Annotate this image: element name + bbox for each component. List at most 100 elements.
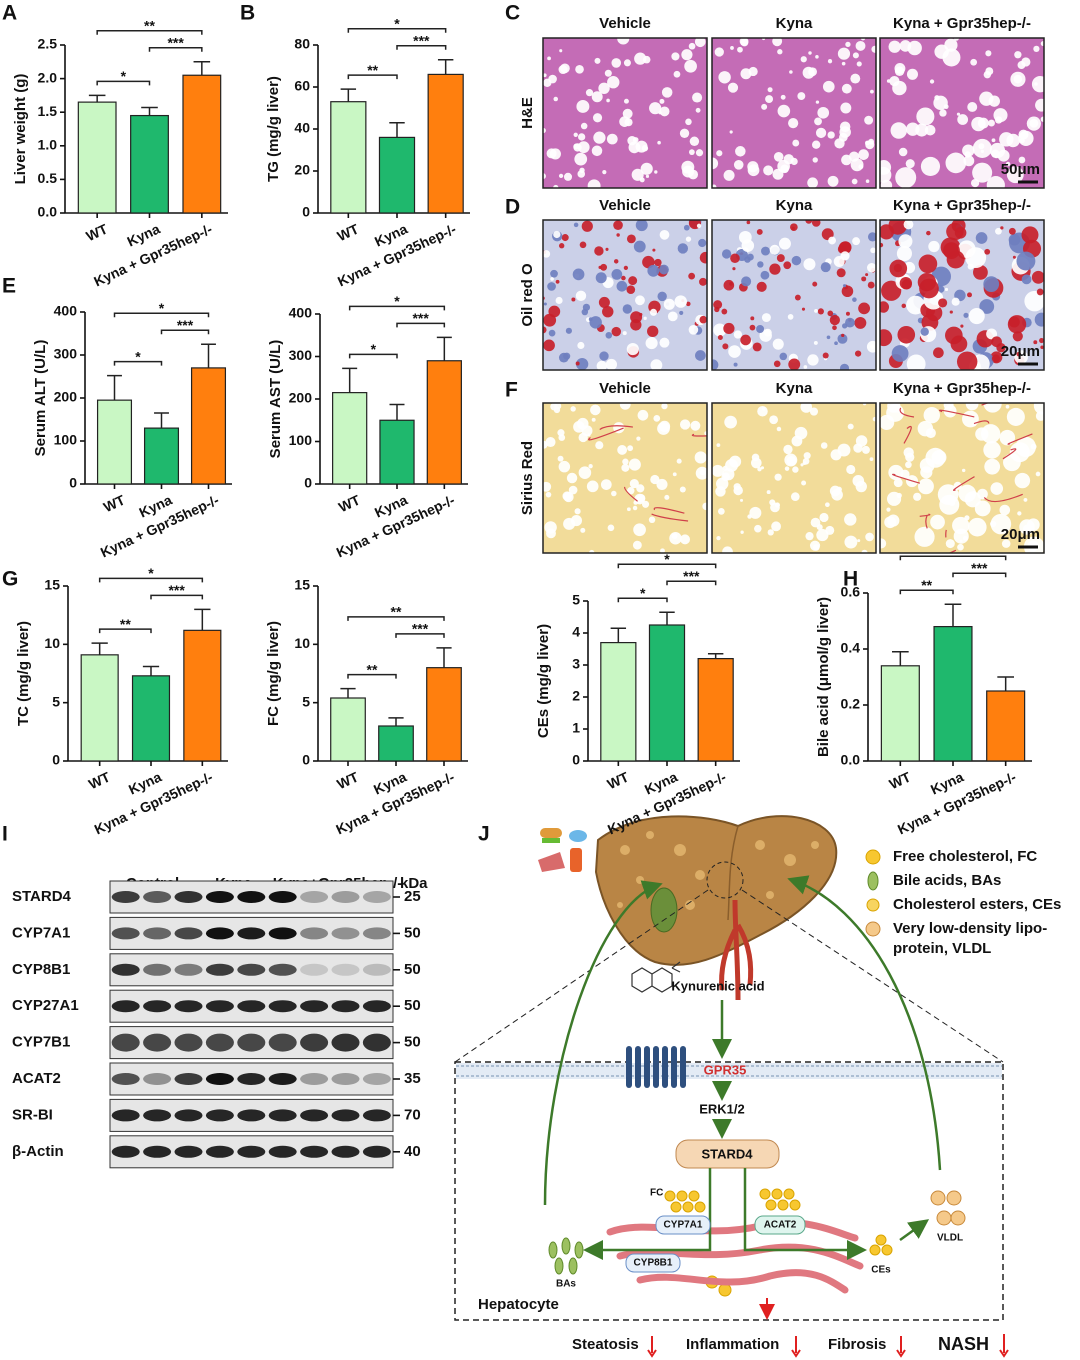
error-bar (388, 717, 404, 726)
tissue-feature (920, 156, 941, 177)
tissue-feature (769, 415, 779, 425)
tissue-feature (647, 264, 660, 277)
tissue-feature (1033, 340, 1038, 345)
group-header: Vehicle (599, 197, 651, 214)
protein-label: CYP7A1 (12, 924, 70, 941)
tissue-feature (712, 157, 719, 170)
tissue-feature (640, 162, 653, 175)
y-tick-label: 1.5 (38, 103, 58, 119)
tissue-feature (692, 92, 703, 103)
stain-label: Sirius Red (519, 441, 536, 515)
tissue-feature (563, 172, 573, 181)
y-tick-label: 2.5 (38, 36, 58, 52)
tissue-feature (744, 256, 751, 263)
band (300, 1073, 329, 1085)
tissue-feature (725, 459, 738, 472)
tissue-feature (871, 45, 876, 53)
tissue-feature (866, 262, 876, 273)
significance-bracket (96, 80, 151, 86)
food-icon (569, 830, 587, 842)
tissue-feature (685, 236, 692, 242)
tissue-feature (1007, 315, 1027, 334)
tissue-feature (980, 149, 985, 153)
collagen-fiber (952, 476, 975, 491)
tissue-feature (624, 118, 633, 127)
protein-label: SR-BI (12, 1106, 53, 1123)
tissue-feature (794, 294, 801, 301)
tissue-feature (723, 169, 735, 181)
tissue-feature (811, 220, 821, 227)
tissue-feature (630, 319, 642, 331)
tissue-feature (733, 330, 743, 339)
tissue-feature (825, 525, 835, 535)
product-label: VLDL (937, 1233, 963, 1244)
error-bar (389, 121, 405, 138)
tissue-feature (740, 530, 744, 534)
significance-label: * (664, 551, 670, 567)
band (111, 1000, 140, 1013)
micrograph (880, 403, 1044, 553)
micrograph (543, 403, 707, 553)
y-tick-label: 0 (302, 204, 310, 220)
tissue-feature (789, 70, 793, 74)
band (268, 1109, 297, 1122)
tissue-feature (837, 47, 851, 60)
legend-label: Bile acids, BAs (893, 872, 1001, 889)
collagen-fiber (588, 427, 624, 441)
tissue-feature (1031, 75, 1044, 93)
group-header: Vehicle (599, 15, 651, 32)
group-header: Kyna (776, 197, 813, 214)
tissue-feature (594, 246, 604, 256)
tissue-feature (578, 432, 588, 443)
tissue-feature (634, 52, 647, 65)
tissue-feature (842, 323, 848, 329)
y-tick-label: 60 (294, 78, 310, 94)
frame (879, 219, 1045, 371)
panel-letter: I (2, 823, 8, 846)
gallbladder (650, 887, 678, 933)
panel-letter: G (2, 568, 18, 591)
band (237, 927, 266, 940)
kda-label: 40 (404, 1143, 421, 1160)
product-label: CEs (871, 1265, 891, 1276)
tissue-feature (576, 99, 590, 113)
tissue-feature (979, 299, 995, 314)
tissue-feature (968, 307, 985, 325)
tissue-feature (805, 532, 814, 541)
error-bar (142, 665, 160, 676)
food-icon (542, 838, 560, 843)
tissue-feature (855, 40, 866, 51)
tissue-feature (905, 159, 915, 169)
tissue-feature (654, 258, 662, 267)
collagen-fiber (983, 493, 1023, 503)
tissue-feature (613, 220, 623, 230)
tissue-feature (776, 254, 785, 263)
error-bar (107, 374, 122, 401)
tissue-feature (942, 48, 961, 67)
tissue-feature (650, 359, 663, 370)
tissue-feature (963, 312, 969, 318)
y-axis-label: Liver weight (g) (12, 74, 29, 185)
significance-bracket (348, 353, 398, 359)
tissue-feature (769, 244, 780, 255)
tissue-feature (993, 108, 1008, 123)
tissue-feature (926, 230, 931, 236)
tissue-feature (962, 410, 979, 428)
tissue-feature (772, 38, 783, 47)
tissue-feature (974, 500, 991, 517)
tissue-feature (893, 478, 903, 488)
tissue-feature (635, 295, 645, 306)
product-label: BAs (556, 1279, 576, 1290)
pathway-diagram: J Kynurenic acid GPR35 ERK1/2 STARD4 FC … (454, 815, 1061, 1358)
panel-letter: J (478, 823, 490, 846)
bar (130, 114, 169, 214)
tissue-feature (929, 79, 935, 84)
tissue-feature (840, 102, 852, 114)
tissue-feature (933, 347, 944, 359)
tissue-feature (616, 233, 620, 237)
bar (330, 101, 367, 214)
tissue-feature (664, 494, 670, 500)
enzyme-box (655, 1215, 711, 1235)
tissue-feature (645, 174, 650, 178)
tissue-feature (817, 106, 830, 119)
